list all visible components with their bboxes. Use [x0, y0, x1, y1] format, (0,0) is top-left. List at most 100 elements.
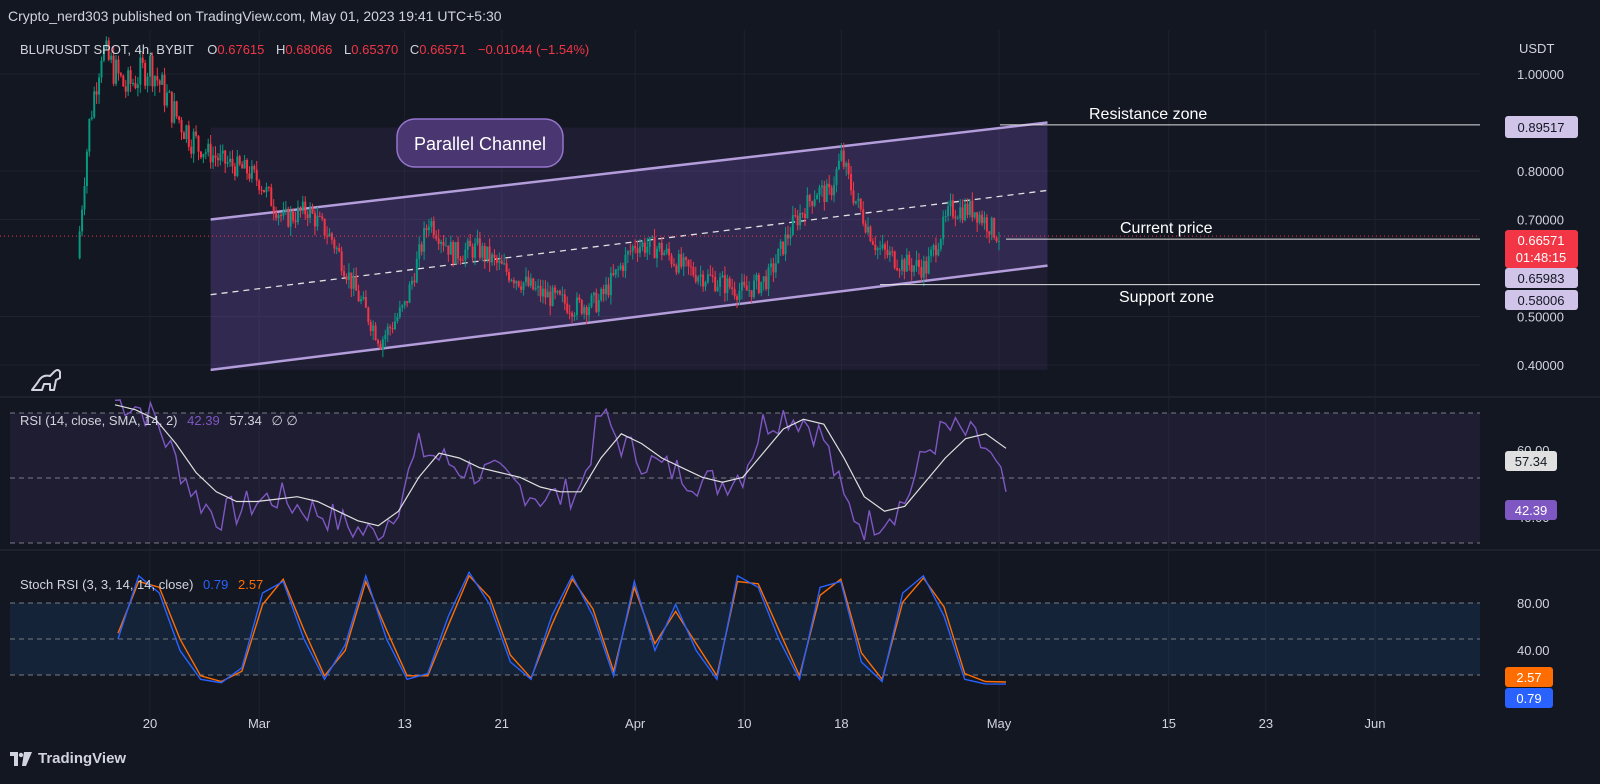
- candle-countdown: 01:48:15: [1516, 250, 1567, 265]
- candle-body: [469, 240, 472, 247]
- candle-body: [275, 212, 278, 219]
- candle-body: [503, 263, 506, 265]
- candle-body: [233, 166, 236, 176]
- parallel-channel-label: Parallel Channel: [414, 134, 546, 154]
- candle-body: [258, 180, 261, 190]
- candle-body: [85, 151, 88, 187]
- candle-body: [549, 291, 552, 306]
- candle-body: [493, 254, 496, 258]
- candle-body: [794, 215, 797, 217]
- candle-body: [925, 260, 928, 274]
- time-tick-label: 13: [397, 716, 411, 731]
- stoch-k-tag-value: 0.79: [1516, 691, 1541, 706]
- candle-body: [964, 203, 967, 221]
- time-axis[interactable]: 20 Mar 13 21 Apr 10 18 May 15 23 Jun: [143, 716, 1386, 731]
- candle-body: [522, 282, 525, 290]
- candle-body: [93, 91, 96, 118]
- candle-body: [284, 208, 287, 212]
- candle-body: [165, 92, 168, 106]
- candle-body: [524, 276, 527, 283]
- candle-body: [988, 231, 991, 235]
- candle-body: [214, 155, 217, 158]
- candle-body: [265, 187, 268, 193]
- candle-body: [527, 276, 530, 286]
- candle-body: [842, 150, 845, 167]
- candle-body: [127, 70, 130, 92]
- candle-body: [937, 249, 940, 256]
- candle-body: [864, 223, 867, 233]
- candle-body: [379, 343, 382, 350]
- candle-body: [818, 187, 821, 195]
- channel-box: [210, 127, 1048, 370]
- parallel-channel-callout[interactable]: Parallel Channel: [396, 118, 564, 168]
- dino-icon[interactable]: [31, 369, 61, 391]
- legend-low: 0.65370: [351, 42, 398, 57]
- candle-body: [646, 246, 649, 253]
- candle-body: [796, 215, 799, 226]
- candle-body: [624, 254, 627, 272]
- candle-body: [340, 251, 343, 272]
- candle-body: [981, 214, 984, 224]
- candle-body: [665, 248, 668, 253]
- price-tick-label: 0.70000: [1517, 213, 1564, 228]
- candle-body: [777, 248, 780, 264]
- candle-body: [178, 116, 181, 120]
- candle-body: [900, 259, 903, 271]
- parallel-channel-bubble[interactable]: [396, 118, 564, 168]
- level-price-value: 0.65983: [1518, 271, 1565, 286]
- candle-body: [762, 276, 765, 282]
- candle-body: [369, 322, 372, 332]
- candle-body: [692, 266, 695, 276]
- candle-body: [922, 260, 925, 278]
- candle-body: [420, 244, 423, 252]
- candle-body: [583, 307, 586, 314]
- candle-body: [949, 200, 952, 207]
- candle-body: [830, 187, 833, 196]
- legend-l-label: L: [344, 42, 351, 57]
- candle-body: [636, 248, 639, 253]
- support-zone-label: Support zone: [1119, 289, 1214, 306]
- candle-body: [163, 74, 166, 106]
- candle-body: [132, 82, 135, 84]
- candle-body: [398, 307, 401, 318]
- time-tick-label: 23: [1259, 716, 1273, 731]
- candle-body: [338, 248, 341, 252]
- candle-body: [971, 200, 974, 218]
- candle-body: [483, 245, 486, 260]
- candle-body: [347, 272, 350, 280]
- candle-body: [634, 246, 637, 249]
- candle-body: [488, 246, 491, 263]
- candle-body: [595, 292, 598, 312]
- candle-body: [915, 260, 918, 266]
- candle-body: [755, 274, 758, 281]
- parallel-channel[interactable]: [210, 121, 1048, 372]
- price-axis-panel[interactable]: [1480, 30, 1600, 730]
- candle-body: [670, 255, 673, 265]
- candle-body: [820, 185, 823, 188]
- candle-body: [95, 91, 98, 95]
- candle-body: [850, 173, 853, 191]
- channel-lower-line: [210, 264, 1048, 372]
- candle-body: [129, 70, 132, 84]
- candle-body: [769, 263, 772, 268]
- time-tick-label: 10: [737, 716, 751, 731]
- tradingview-logo[interactable]: TradingView: [10, 750, 126, 767]
- price-tick-label: 0.50000: [1517, 310, 1564, 325]
- rsi-label: RSI (14, close, SMA, 14, 2): [20, 413, 178, 428]
- tradingview-logo-text: TradingView: [38, 750, 127, 767]
- candle-body: [774, 263, 777, 273]
- candle-body: [612, 273, 615, 275]
- candle-body: [968, 200, 971, 216]
- candle-body: [648, 237, 651, 247]
- candle-body: [272, 206, 275, 213]
- candle-body: [893, 251, 896, 269]
- published-header: Crypto_nerd303 published on TradingView.…: [8, 8, 502, 24]
- candle-body: [153, 76, 156, 87]
- candle-body: [367, 307, 370, 323]
- support-price-tag: 0.58006: [1505, 290, 1578, 310]
- candle-body: [956, 218, 959, 220]
- candle-body: [532, 278, 535, 290]
- price-axis[interactable]: 1.00000 0.80000 0.70000 0.50000 0.40000: [1517, 67, 1564, 373]
- candle-body: [461, 260, 464, 262]
